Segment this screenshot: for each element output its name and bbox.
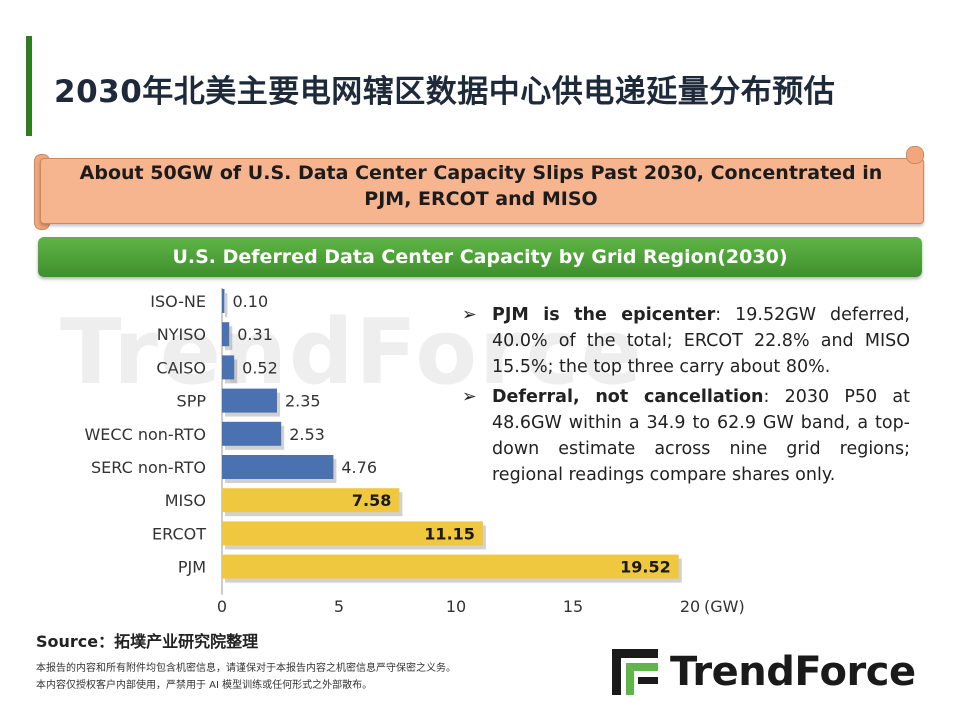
bar-ercot — [222, 521, 483, 546]
bar-pjm — [222, 554, 679, 579]
chart-section-header: U.S. Deferred Data Center Capacity by Gr… — [38, 237, 922, 277]
data-label: 2.53 — [289, 425, 325, 444]
bullet-item-2: ➢ Deferral, not cancellation: 2030 P50 a… — [462, 384, 910, 488]
bullet-2-heading: Deferral, not cancellation — [492, 387, 764, 407]
insight-bullets: ➢ PJM is the epicenter: 19.52GW deferred… — [462, 302, 910, 492]
bar-chart: ISO-NE 0.10 NYISO 0.31 CAISO 0.52 SPP 2.35 WECC … — [84, 288, 745, 616]
category-label: MISO — [165, 491, 206, 510]
arrow-bullet-icon: ➢ — [462, 305, 477, 325]
x-tick-label: 15 — [563, 597, 583, 616]
bar-shadow — [225, 293, 228, 317]
data-label: 7.58 — [352, 491, 391, 510]
bar-wecc-non-rto — [222, 421, 282, 446]
bar-nyiso — [222, 322, 230, 347]
bullet-1-heading: PJM is the epicenter — [492, 305, 716, 325]
category-label: NYISO — [157, 325, 206, 344]
bar-spp — [222, 388, 277, 413]
data-label: 4.76 — [341, 458, 377, 477]
headline-banner — [40, 158, 924, 224]
data-label: 19.52 — [620, 558, 671, 577]
bar-caiso — [222, 355, 235, 380]
x-tick-label: 0 — [217, 597, 227, 616]
x-axis-unit: (GW) — [704, 597, 745, 616]
category-label: WECC non-RTO — [84, 425, 206, 444]
page-title: 2030年北美主要电网辖区数据中心供电递延量分布预估 — [54, 74, 836, 110]
category-label: ISO-NE — [150, 292, 206, 311]
category-label: SERC non-RTO — [91, 458, 206, 477]
bullet-2-text: : 2030 P50 at 48.6GW within a 34.9 to 62… — [492, 387, 910, 485]
scroll-curl-right — [906, 146, 924, 164]
headline-line-2: PJM, ERCOT and MISO — [364, 188, 598, 210]
trendforce-logo: TrendForce — [612, 648, 916, 696]
source-note: Source：拓墣产业研究院整理 — [36, 632, 259, 651]
bar-serc-non-rto — [222, 455, 334, 479]
title-accent-bar — [26, 36, 32, 136]
arrow-bullet-icon: ➢ — [462, 387, 477, 407]
category-label: PJM — [178, 558, 206, 577]
headline-line-1: About 50GW of U.S. Data Center Capacity … — [79, 162, 883, 184]
trendforce-logo-icon — [612, 649, 658, 695]
data-label: 0.10 — [233, 292, 269, 311]
data-label: 2.35 — [285, 392, 321, 411]
watermark: TrendForce — [60, 300, 644, 405]
category-label: ERCOT — [152, 524, 206, 543]
data-label: 0.31 — [237, 325, 273, 344]
category-label: CAISO — [156, 358, 206, 377]
data-label: 11.15 — [424, 524, 475, 543]
disclaimer-line-1: 本报告的内容和所有附件均包含机密信息，请谨保对于本报告内容之机密信息严守保密之义… — [36, 663, 456, 674]
bullet-item-1: ➢ PJM is the epicenter: 19.52GW deferred… — [462, 302, 910, 380]
x-tick-label: 5 — [334, 597, 344, 616]
bullet-1-text: : 19.52GW deferred, 40.0% of the total; … — [492, 305, 910, 377]
disclaimer-line-2: 本内容仅授权客户内部使用，严禁用于 AI 模型训练或任何形式之外部散布。 — [36, 680, 373, 691]
bar-iso-ne — [222, 289, 225, 313]
data-label: 0.52 — [242, 358, 278, 377]
x-tick-label: 20 — [680, 597, 700, 616]
x-tick-label: 10 — [446, 597, 466, 616]
category-label: SPP — [177, 392, 207, 411]
headline-text: About 50GW of U.S. Data Center Capacity … — [40, 160, 922, 212]
bar-miso — [222, 488, 400, 513]
trendforce-logo-text: TrendForce — [670, 649, 916, 695]
